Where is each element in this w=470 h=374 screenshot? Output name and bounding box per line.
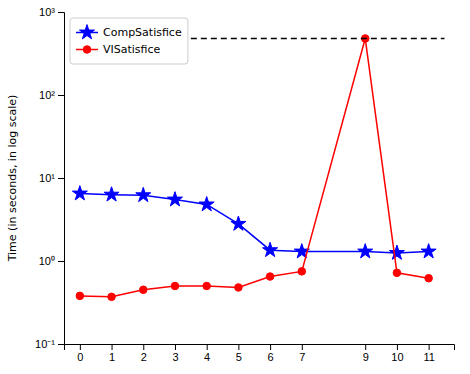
point [104, 187, 119, 201]
y-tick: 10² [39, 89, 64, 101]
legend-marker [83, 46, 91, 54]
x-tick-label: 11 [423, 351, 434, 363]
y-tick: 10⁰ [39, 255, 64, 267]
point [231, 216, 246, 230]
point [266, 273, 274, 281]
x-tick-label: 5 [236, 351, 242, 363]
y-axis: 10⁻¹ 10⁰ 10¹ 10² 10³ [35, 6, 64, 350]
x-tick: 4 [204, 344, 210, 363]
legend-label: CompSatisfice [103, 26, 182, 39]
y-axis-title: Time (in seconds, in log scale) [6, 95, 19, 263]
series-line [80, 194, 429, 253]
x-tick-label: 4 [204, 351, 210, 363]
point [136, 187, 151, 201]
point [263, 242, 278, 256]
point [199, 197, 214, 211]
x-tick: 6 [268, 344, 274, 363]
y-tick-label: 10⁻¹ [35, 338, 55, 350]
x-tick-mark [238, 344, 239, 350]
y-tick-mark [58, 178, 64, 179]
x-axis: 0 1 2 3 4 5 6 7 9 10 11 [65, 344, 455, 363]
x-tick-label: 0 [77, 351, 83, 363]
x-tick-label: 6 [268, 351, 274, 363]
y-tick-label: 10¹ [39, 172, 55, 184]
point [139, 286, 147, 294]
x-tick-mark [207, 344, 208, 350]
point [171, 282, 179, 290]
x-tick-mark [143, 344, 144, 350]
x-axis-line [65, 345, 455, 351]
y-tick-mark [58, 261, 64, 262]
point [358, 244, 373, 258]
legend-item: VISatisfice [76, 43, 161, 56]
plot-area: 0 1 2 3 4 5 6 7 9 10 11 10⁻¹ 10⁰ 10¹ 10² 10³ CompSatisfi… [35, 6, 454, 363]
x-tick: 11 [423, 344, 434, 363]
y-tick: 10³ [39, 6, 64, 18]
point [421, 244, 436, 258]
x-tick-label: 7 [299, 351, 305, 363]
y-tick-label: 10² [39, 89, 55, 101]
x-tick-label: 3 [172, 351, 178, 363]
legend-box [70, 18, 188, 64]
x-tick-label: 9 [363, 351, 369, 363]
legend-label: VISatisfice [103, 43, 161, 56]
series-line [80, 38, 429, 296]
x-tick: 9 [363, 344, 369, 363]
legend: CompSatisfice VISatisfice [70, 18, 188, 64]
point [76, 292, 84, 300]
y-tick-mark [58, 344, 64, 345]
x-tick: 0 [77, 344, 83, 363]
chart: 0 1 2 3 4 5 6 7 9 10 11 10⁻¹ 10⁰ 10¹ 10² 10³ CompSatisfi… [0, 0, 470, 374]
x-tick-label: 2 [141, 351, 147, 363]
point [235, 284, 243, 292]
point [425, 274, 433, 282]
x-tick-mark [429, 344, 430, 350]
x-tick: 10 [391, 344, 403, 363]
point [108, 293, 116, 301]
x-tick-mark [175, 344, 176, 350]
marks [72, 35, 444, 301]
y-tick-mark [58, 12, 64, 13]
x-tick: 1 [109, 344, 115, 363]
x-tick-label: 1 [109, 351, 115, 363]
series-line [191, 38, 445, 40]
x-tick: 2 [141, 344, 147, 363]
point [203, 282, 211, 290]
x-tick-mark [302, 344, 303, 350]
x-tick-mark [80, 344, 81, 350]
x-tick-mark [397, 344, 398, 350]
y-tick-label: 10³ [39, 6, 55, 18]
y-tick: 10¹ [39, 172, 64, 184]
x-tick-mark [112, 344, 113, 350]
legend-item: CompSatisfice [76, 25, 182, 40]
y-axis-line [58, 13, 65, 345]
x-tick: 3 [172, 344, 178, 363]
x-tick-mark [270, 344, 271, 350]
point [389, 245, 404, 259]
x-tick: 5 [236, 344, 242, 363]
point [298, 268, 306, 276]
point [167, 192, 182, 206]
legend-marker [79, 25, 94, 39]
point [72, 186, 87, 200]
y-tick-mark [58, 95, 64, 96]
x-tick: 7 [299, 344, 305, 363]
y-tick: 10⁻¹ [35, 338, 64, 350]
x-tick-mark [365, 344, 366, 350]
y-tick-label: 10⁰ [39, 255, 55, 267]
x-tick-label: 10 [391, 351, 403, 363]
point [393, 269, 401, 277]
